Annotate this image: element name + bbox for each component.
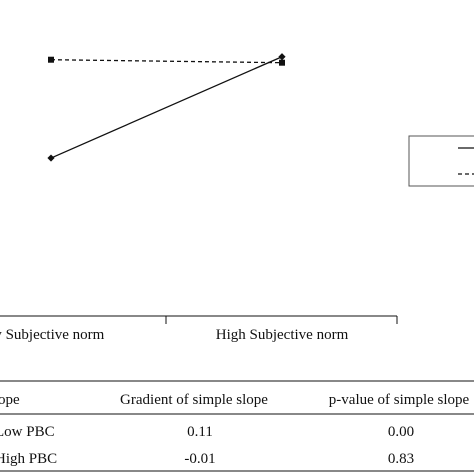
data-point-square: [279, 59, 285, 66]
table-row-low-pvalue: 0.00: [388, 424, 414, 440]
table-row-high-label: High PBC: [0, 451, 57, 467]
table-header-pvalue: p-value of simple slope: [329, 392, 470, 408]
table-header-slope: ope: [0, 392, 20, 408]
series-line-solid: [50, 56, 283, 159]
data-point-diamond: [278, 53, 286, 61]
results-table: ope Gradient of simple slope p-value of …: [0, 380, 474, 472]
series-line-dashed: [50, 59, 283, 64]
table-row-high-pvalue: 0.83: [388, 451, 414, 467]
data-point-square: [48, 56, 54, 63]
plot-area: w Subjective norm High Subjective norm: [0, 53, 398, 343]
legend-box: [408, 135, 474, 187]
table-row-low-gradient: 0.11: [187, 424, 213, 440]
legend: [408, 135, 474, 187]
table-row-low-label: Low PBC: [0, 424, 55, 440]
x-tick-label: w Subjective norm: [0, 327, 105, 343]
table-row-high-gradient: -0.01: [184, 451, 215, 467]
series-layer: [47, 53, 286, 162]
table-header-gradient: Gradient of simple slope: [120, 392, 268, 408]
data-point-diamond: [47, 154, 55, 162]
x-tick-label: High Subjective norm: [216, 327, 349, 343]
